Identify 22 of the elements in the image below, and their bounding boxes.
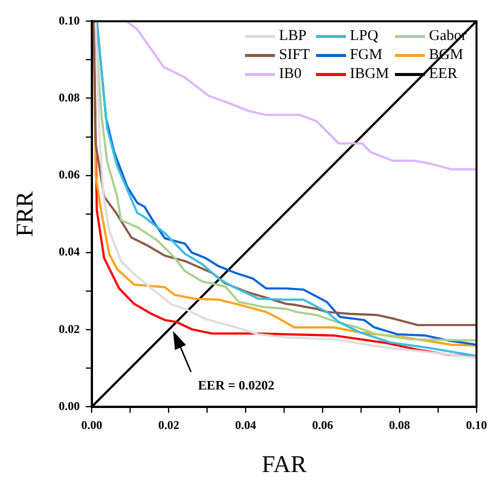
y-tick-label: 0.00 bbox=[58, 398, 80, 413]
y-tick-label: 0.06 bbox=[58, 168, 80, 182]
annotation: EER = 0.0202 bbox=[198, 378, 274, 393]
y-tick-label: 0.10 bbox=[58, 13, 80, 28]
x-tick-label: 0.08 bbox=[389, 418, 410, 432]
legend-label: LBP bbox=[278, 27, 306, 46]
legend-label: EER bbox=[429, 65, 458, 84]
legend-label: FGM bbox=[350, 46, 382, 66]
legend-label: SIFT bbox=[278, 46, 310, 66]
y-tick-label: 0.08 bbox=[58, 90, 80, 104]
x-tick-label: 0.00 bbox=[81, 418, 102, 432]
y-tick-label: 0.02 bbox=[58, 322, 80, 336]
y-tick-label: 0.04 bbox=[58, 244, 80, 259]
x-tick-label: 0.04 bbox=[235, 418, 256, 432]
x-tick-label: 0.06 bbox=[312, 418, 334, 432]
x-tick-label: 0.10 bbox=[466, 418, 487, 432]
x-tick-label: 0.02 bbox=[158, 418, 180, 432]
legend-label: IB0 bbox=[278, 65, 302, 84]
legend-label: LPQ bbox=[350, 27, 378, 46]
y-axis-title: FRR bbox=[12, 191, 39, 237]
legend-label: IBGM bbox=[350, 65, 389, 84]
x-axis-title: FAR bbox=[262, 452, 307, 478]
